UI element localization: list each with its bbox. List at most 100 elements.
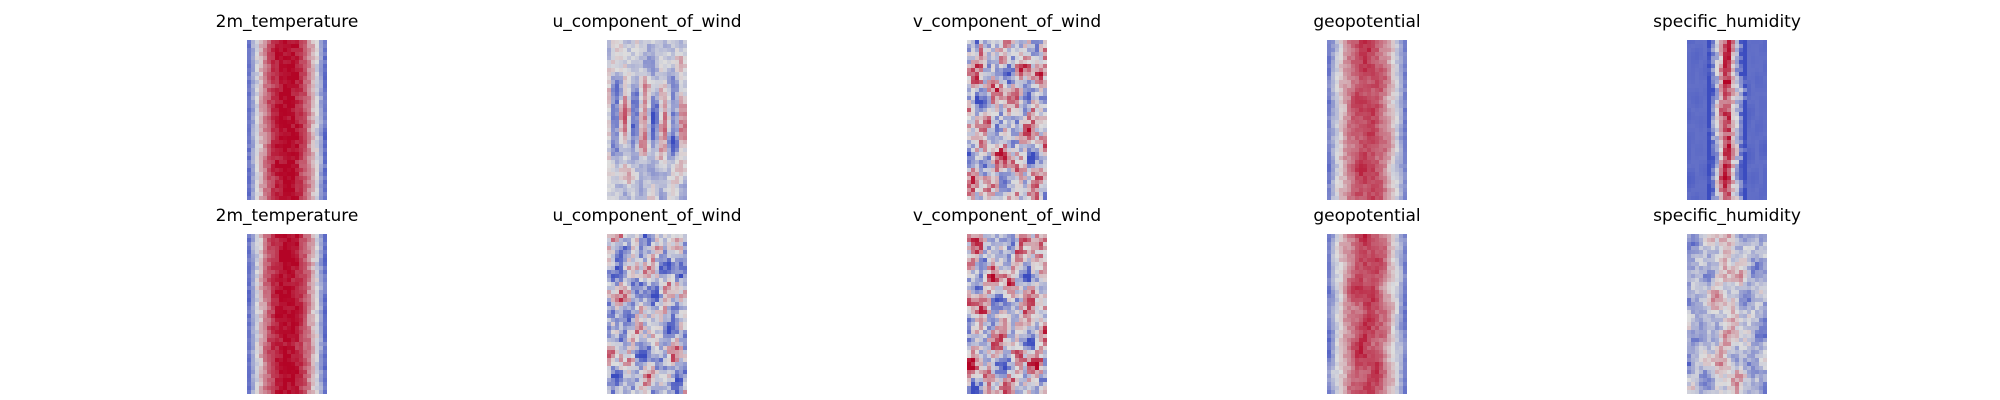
heatmap-cell bbox=[987, 196, 992, 200]
heatmap-cell bbox=[295, 124, 300, 129]
heatmap-cell bbox=[655, 266, 660, 271]
heatmap-cell bbox=[267, 92, 272, 97]
heatmap-cell bbox=[251, 48, 256, 53]
heatmap-cell bbox=[1027, 104, 1032, 109]
heatmap-cell bbox=[607, 196, 612, 200]
heatmap-cell bbox=[1751, 112, 1756, 117]
heatmap-cell bbox=[1031, 68, 1036, 73]
heatmap-cell bbox=[663, 262, 668, 267]
heatmap-cell bbox=[1011, 188, 1016, 193]
heatmap-cell bbox=[1011, 56, 1016, 61]
heatmap-cell bbox=[247, 318, 252, 323]
heatmap-cell bbox=[299, 254, 304, 259]
heatmap-cell bbox=[1367, 124, 1372, 129]
heatmap-cell bbox=[299, 298, 304, 303]
heatmap-cell bbox=[319, 136, 324, 141]
heatmap-cell bbox=[303, 310, 308, 315]
heatmap-cell bbox=[303, 40, 308, 45]
heatmap-cell bbox=[667, 128, 672, 133]
heatmap-cell bbox=[1003, 172, 1008, 177]
heatmap-cell bbox=[1723, 100, 1728, 105]
heatmap-cell bbox=[1043, 76, 1047, 81]
heatmap-cell bbox=[283, 234, 288, 239]
heatmap-cell bbox=[287, 128, 292, 133]
heatmap-cell bbox=[671, 188, 676, 193]
heatmap-cell bbox=[255, 250, 260, 255]
heatmap-cell bbox=[655, 92, 660, 97]
heatmap-cell bbox=[1331, 148, 1336, 153]
heatmap-cell bbox=[1383, 108, 1388, 113]
heatmap-cell bbox=[255, 164, 260, 169]
heatmap-cell bbox=[271, 132, 276, 137]
heatmap-cell bbox=[247, 76, 252, 81]
heatmap-cell bbox=[1723, 120, 1728, 125]
heatmap-cell bbox=[1363, 180, 1368, 185]
heatmap-cell bbox=[1719, 120, 1724, 125]
heatmap-cell bbox=[275, 246, 280, 251]
heatmap-cell bbox=[979, 188, 984, 193]
heatmap-cell bbox=[663, 184, 668, 189]
heatmap-cell bbox=[1755, 44, 1760, 49]
heatmap-cell bbox=[1727, 160, 1732, 165]
heatmap-cell bbox=[979, 40, 984, 45]
heatmap-cell bbox=[259, 52, 264, 57]
heatmap-cell bbox=[647, 92, 652, 97]
heatmap-cell bbox=[1695, 120, 1700, 125]
heatmap-cell bbox=[251, 116, 256, 121]
heatmap-cell bbox=[307, 310, 312, 315]
heatmap-cell bbox=[615, 60, 620, 65]
heatmap-cell bbox=[323, 88, 327, 93]
heatmap-cell bbox=[1011, 168, 1016, 173]
heatmap-cell bbox=[1011, 112, 1016, 117]
heatmap-cell bbox=[295, 302, 300, 307]
heatmap-cell bbox=[1711, 48, 1716, 53]
heatmap-cell bbox=[267, 334, 272, 339]
heatmap-cell bbox=[1731, 52, 1736, 57]
heatmap-cell bbox=[1359, 136, 1364, 141]
heatmap-cell bbox=[1727, 180, 1732, 185]
heatmap-cell bbox=[991, 64, 996, 69]
heatmap-cell bbox=[303, 180, 308, 185]
heatmap-cell bbox=[303, 346, 308, 351]
heatmap-cell bbox=[1015, 112, 1020, 117]
heatmap-cell bbox=[635, 120, 640, 125]
heatmap-cell bbox=[279, 338, 284, 343]
heatmap-cell bbox=[1687, 104, 1692, 109]
heatmap-cell bbox=[1687, 168, 1692, 173]
heatmap-cell bbox=[299, 370, 304, 375]
heatmap-cell bbox=[627, 140, 632, 145]
heatmap-cell bbox=[255, 108, 260, 113]
heatmap-cell bbox=[1763, 188, 1767, 193]
heatmap-cell bbox=[671, 136, 676, 141]
heatmap-cell bbox=[315, 168, 320, 173]
heatmap-cell bbox=[291, 180, 296, 185]
heatmap-cell bbox=[1711, 84, 1716, 89]
heatmap-cell bbox=[259, 184, 264, 189]
heatmap-cell bbox=[251, 370, 256, 375]
heatmap-cell bbox=[259, 156, 264, 161]
heatmap-cell bbox=[1363, 172, 1368, 177]
heatmap-cell bbox=[639, 84, 644, 89]
heatmap-cell bbox=[311, 52, 316, 57]
heatmap-cell bbox=[1043, 172, 1047, 177]
heatmap-cell bbox=[971, 152, 976, 157]
heatmap-cell bbox=[1687, 132, 1692, 137]
heatmap-cell bbox=[271, 116, 276, 121]
heatmap-cell bbox=[1003, 124, 1008, 129]
heatmap-cell bbox=[987, 188, 992, 193]
heatmap-cell bbox=[675, 254, 680, 259]
heatmap-cell bbox=[315, 346, 320, 351]
heatmap-cell bbox=[1335, 144, 1340, 149]
heatmap-cell bbox=[323, 128, 327, 133]
heatmap-cell bbox=[279, 390, 284, 394]
heatmap-cell bbox=[311, 266, 316, 271]
heatmap-cell bbox=[1715, 144, 1720, 149]
heatmap-cell bbox=[1395, 56, 1400, 61]
heatmap-cell bbox=[667, 60, 672, 65]
heatmap-cell bbox=[1371, 104, 1376, 109]
heatmap-cell bbox=[683, 104, 687, 109]
heatmap-cell bbox=[1011, 124, 1016, 129]
heatmap-cell bbox=[1023, 124, 1028, 129]
heatmap-cell bbox=[279, 330, 284, 335]
heatmap-cell bbox=[675, 180, 680, 185]
